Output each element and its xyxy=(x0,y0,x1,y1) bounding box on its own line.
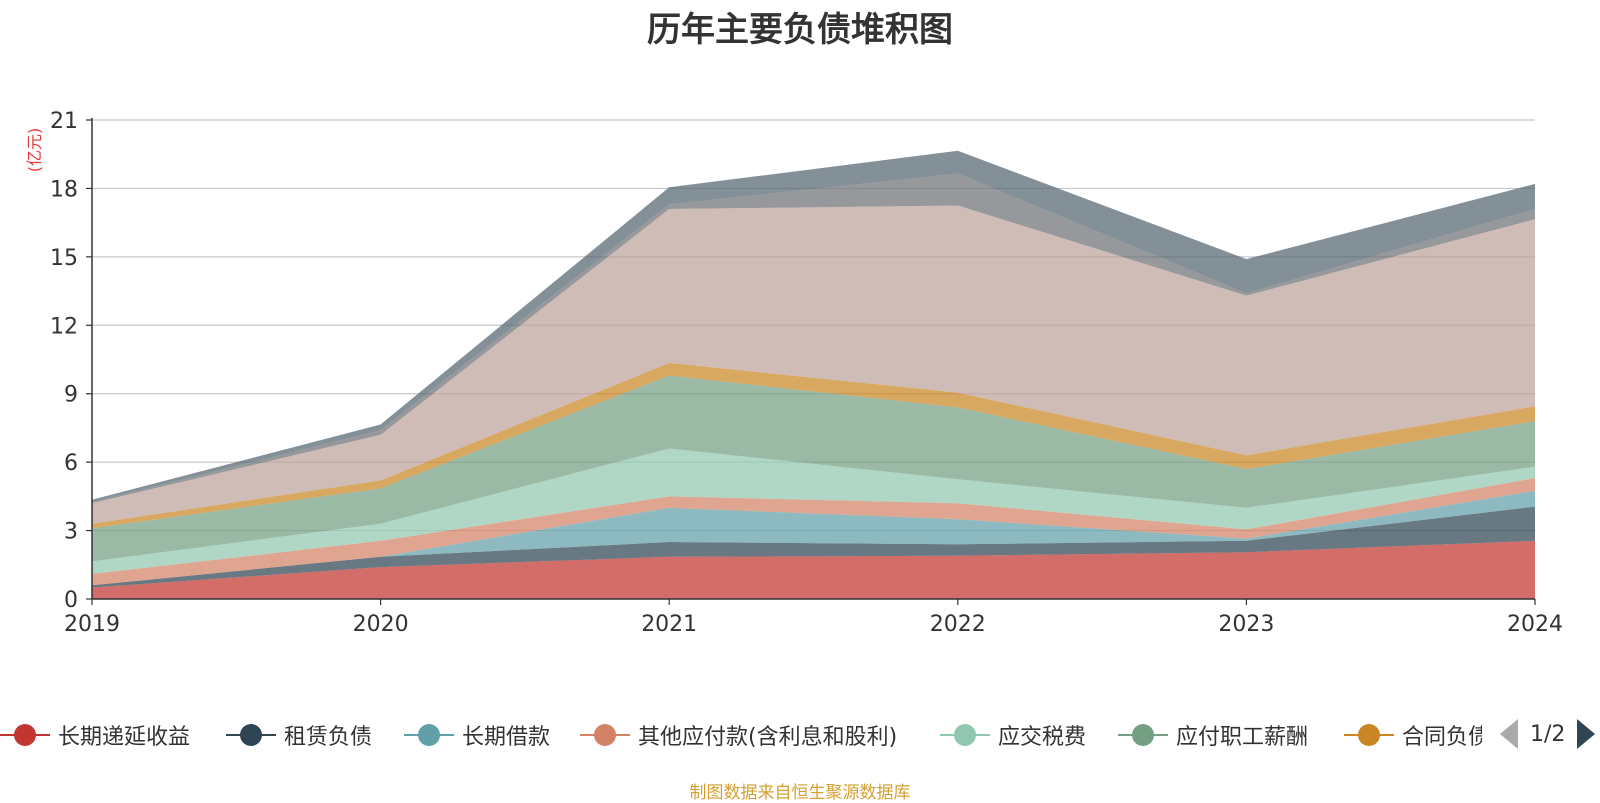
y-axis-unit-label: (亿元) xyxy=(25,127,44,173)
y-tick-label: 0 xyxy=(64,588,78,613)
legend: 长期递延收益 租赁负债 长期借款 其他应付款(含利息和股利) 应交税费 应付职工薪酬 合同负… xyxy=(0,715,1482,755)
legend-label: 长期递延收益 xyxy=(58,725,191,750)
y-tick-label: 6 xyxy=(64,451,78,476)
legend-prev-page-icon[interactable] xyxy=(1500,719,1518,749)
legend-label: 合同负债 xyxy=(1402,725,1482,750)
legend-next-page-icon[interactable] xyxy=(1577,719,1596,749)
legend-marker-icon xyxy=(580,723,630,747)
legend-label: 应交税费 xyxy=(998,725,1087,750)
legend-page-indicator: 1/2 xyxy=(1530,721,1566,747)
area-series-10 xyxy=(92,150,1535,503)
legend-item[interactable]: 长期借款 xyxy=(404,715,550,755)
x-tick-label: 2023 xyxy=(1218,612,1274,637)
x-tick-label: 2022 xyxy=(930,612,986,637)
legend-item[interactable]: 应付职工薪酬 xyxy=(1118,715,1308,755)
data-source-note: 制图数据来自恒生聚源数据库 xyxy=(689,783,911,803)
legend-item[interactable]: 合同负债 xyxy=(1344,715,1482,755)
area-series-3 xyxy=(92,490,1535,586)
legend-pager: 1/2 xyxy=(1500,716,1596,752)
legend-item[interactable]: 租赁负债 xyxy=(226,715,372,755)
legend-item[interactable]: 长期递延收益 xyxy=(0,715,190,755)
x-tick-label: 2024 xyxy=(1507,612,1563,637)
x-tick-label: 2019 xyxy=(64,612,120,637)
y-tick-label: 9 xyxy=(64,383,78,408)
area-series-2 xyxy=(92,506,1535,588)
legend-label: 应付职工薪酬 xyxy=(1176,725,1309,750)
legend-marker-icon xyxy=(1344,723,1394,747)
area-series-4 xyxy=(92,478,1535,586)
area-series-1 xyxy=(92,540,1535,599)
legend-marker-icon xyxy=(226,723,276,747)
y-tick-label: 3 xyxy=(64,520,78,545)
legend-label: 租赁负债 xyxy=(284,725,373,750)
y-tick-label: 15 xyxy=(50,246,78,271)
y-tick-label: 21 xyxy=(50,109,78,134)
legend-item[interactable]: 应交税费 xyxy=(940,715,1086,755)
area-series-5 xyxy=(92,448,1535,574)
x-tick-label: 2021 xyxy=(641,612,697,637)
legend-marker-icon xyxy=(0,723,50,747)
area-series-6 xyxy=(92,375,1535,562)
legend-marker-icon xyxy=(404,723,454,747)
x-tick-label: 2020 xyxy=(353,612,409,637)
chart-title: 历年主要负债堆积图 xyxy=(647,10,953,50)
y-tick-label: 12 xyxy=(50,314,78,339)
legend-label: 长期借款 xyxy=(462,725,551,750)
legend-label: 其他应付款(含利息和股利) xyxy=(638,725,898,750)
legend-item[interactable]: 其他应付款(含利息和股利) xyxy=(580,715,897,755)
y-tick-label: 18 xyxy=(50,177,78,202)
legend-marker-icon xyxy=(940,723,990,747)
area-series-8 xyxy=(92,205,1535,524)
legend-marker-icon xyxy=(1118,723,1168,747)
